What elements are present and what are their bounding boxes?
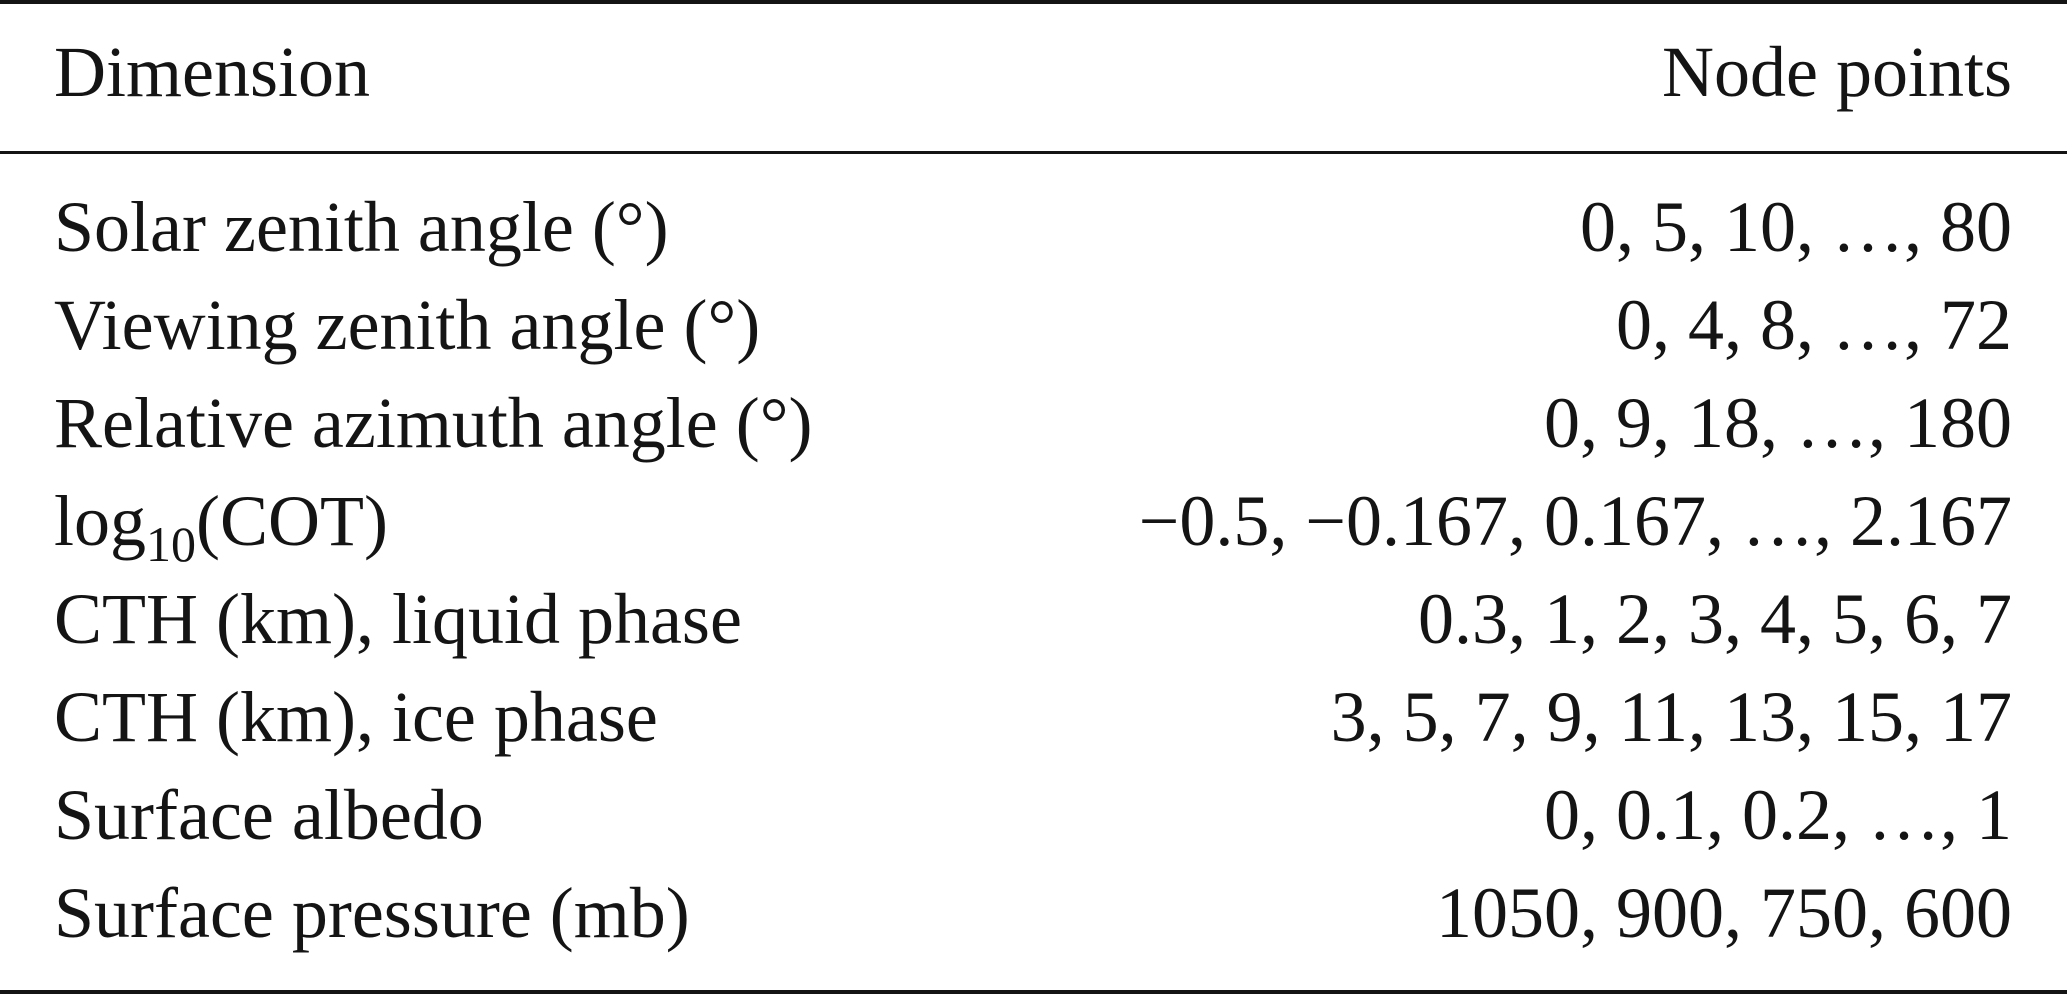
table-row: Solar zenith angle (°) 0, 5, 10, …, 80 <box>0 178 2067 276</box>
dimension-subscript: 10 <box>146 516 197 572</box>
table-header-rule <box>0 151 2067 154</box>
table-row: Surface albedo 0, 0.1, 0.2, …, 1 <box>0 766 2067 864</box>
row-nodes: 0, 4, 8, …, 72 <box>1616 285 2012 365</box>
table-header-row: Dimension Node points <box>0 23 2067 121</box>
table-row: Viewing zenith angle (°) 0, 4, 8, …, 72 <box>0 276 2067 374</box>
table-row: CTH (km), ice phase 3, 5, 7, 9, 11, 13, … <box>0 668 2067 766</box>
table-bottom-rule <box>0 990 2067 994</box>
table-row: Relative azimuth angle (°) 0, 9, 18, …, … <box>0 374 2067 472</box>
row-dimension: Viewing zenith angle (°) <box>54 285 761 365</box>
header-node-points: Node points <box>1662 32 2012 112</box>
table-row: log10(COT) −0.5, −0.167, 0.167, …, 2.167 <box>0 472 2067 572</box>
row-nodes: 0.3, 1, 2, 3, 4, 5, 6, 7 <box>1418 579 2012 659</box>
row-dimension: Surface albedo <box>54 775 484 855</box>
header-dimension: Dimension <box>54 32 370 112</box>
row-nodes: −0.5, −0.167, 0.167, …, 2.167 <box>1138 481 2012 561</box>
row-nodes: 0, 0.1, 0.2, …, 1 <box>1544 775 2012 855</box>
dimension-prefix: log <box>54 481 147 561</box>
row-nodes: 0, 5, 10, …, 80 <box>1580 187 2012 267</box>
table-row: Surface pressure (mb) 1050, 900, 750, 60… <box>0 864 2067 962</box>
row-dimension: Relative azimuth angle (°) <box>54 383 813 463</box>
row-dimension: Solar zenith angle (°) <box>54 187 669 267</box>
table-top-rule <box>0 0 2067 4</box>
row-nodes: 1050, 900, 750, 600 <box>1436 873 2012 953</box>
row-nodes: 3, 5, 7, 9, 11, 13, 15, 17 <box>1330 677 2012 757</box>
row-dimension: CTH (km), ice phase <box>54 677 658 757</box>
dimension-suffix: (COT) <box>196 481 388 561</box>
row-dimension: CTH (km), liquid phase <box>54 579 742 659</box>
row-dimension: log10(COT) <box>54 472 388 577</box>
table-row: CTH (km), liquid phase 0.3, 1, 2, 3, 4, … <box>0 570 2067 668</box>
row-dimension: Surface pressure (mb) <box>54 873 690 953</box>
row-nodes: 0, 9, 18, …, 180 <box>1544 383 2012 463</box>
